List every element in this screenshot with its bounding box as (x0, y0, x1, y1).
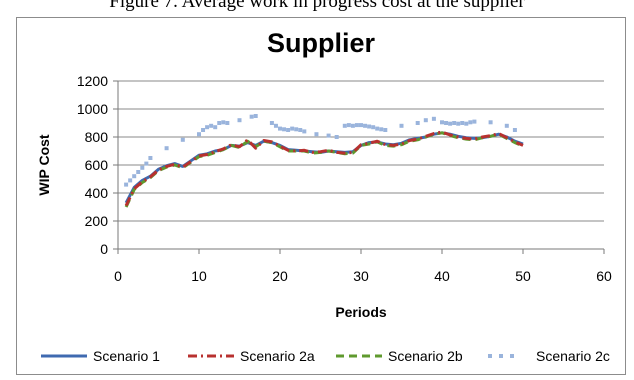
data-point (128, 178, 133, 183)
series-scenario-2b (124, 131, 524, 208)
data-point (140, 165, 145, 170)
x-tick-label: 20 (272, 268, 288, 284)
data-point (472, 119, 477, 124)
data-point (278, 126, 282, 131)
y-tick-label: 1200 (77, 73, 108, 89)
legend-swatch (499, 354, 503, 358)
legend-swatch (510, 354, 514, 358)
data-point (444, 121, 449, 125)
data-point (440, 120, 444, 125)
data-point (273, 123, 278, 128)
x-tick-labels: 0 10 20 30 40 50 60 (114, 268, 612, 284)
legend-swatch (488, 354, 492, 358)
data-point (488, 120, 493, 125)
data-point (460, 121, 465, 125)
data-point (326, 133, 331, 138)
y-tick-label: 0 (100, 241, 108, 257)
data-point (363, 123, 368, 128)
data-point (144, 161, 149, 166)
y-tick-label: 600 (85, 157, 109, 173)
data-point (237, 118, 242, 123)
data-point (379, 127, 384, 132)
data-point (346, 123, 351, 128)
data-point (367, 124, 372, 129)
series-scenario-1 (124, 131, 524, 204)
data-point (294, 127, 299, 132)
data-point (383, 128, 388, 132)
data-point (148, 156, 153, 160)
data-point (350, 123, 355, 128)
x-tick-label: 50 (515, 268, 531, 284)
data-point (504, 123, 509, 128)
data-point (375, 126, 380, 131)
x-tick-label: 0 (114, 268, 122, 284)
x-tick-label: 60 (596, 268, 612, 284)
data-point (197, 132, 201, 137)
axes (113, 80, 605, 254)
data-point (399, 123, 404, 128)
data-point (512, 128, 517, 132)
figure-caption: Figure 7. Average work in progress cost … (109, 0, 525, 12)
data-point (452, 121, 457, 125)
data-point (286, 128, 291, 132)
data-point (249, 114, 254, 119)
data-point (371, 125, 376, 130)
chart-title: Supplier (267, 28, 376, 58)
data-point (282, 127, 287, 132)
legend-label: Scenario 2a (240, 348, 315, 364)
data-point (225, 121, 230, 125)
data-point (217, 121, 222, 125)
data-point (359, 123, 363, 128)
legend-item: Scenario 2c (488, 348, 610, 364)
y-tick-label: 800 (85, 129, 109, 145)
data-point (253, 114, 258, 118)
x-tick-label: 10 (191, 268, 207, 284)
data-point (468, 120, 473, 125)
data-point (269, 121, 274, 125)
data-point (302, 129, 307, 134)
legend-item: Scenario 2b (336, 348, 463, 364)
x-tick-label: 40 (434, 268, 450, 284)
data-point (354, 123, 359, 128)
data-point (415, 121, 420, 125)
data-point (456, 121, 461, 126)
data-point (431, 116, 436, 121)
data-point (342, 123, 347, 128)
data-point (213, 125, 218, 130)
gridlines (118, 80, 604, 222)
data-point (334, 135, 339, 139)
y-tick-label: 200 (85, 213, 109, 229)
y-tick-label: 400 (85, 185, 109, 201)
series-lines (124, 114, 524, 208)
y-tick-label: 1000 (77, 101, 108, 117)
legend-item: Scenario 2a (188, 348, 315, 364)
data-point (464, 121, 469, 126)
legend-label: Scenario 2b (388, 348, 463, 364)
data-point (448, 121, 453, 126)
data-point (314, 132, 319, 137)
data-point (423, 118, 428, 123)
series-scenario-2a (124, 130, 524, 207)
data-point (205, 125, 210, 130)
data-point (124, 182, 129, 187)
data-point (132, 174, 137, 179)
y-tick-labels: 0 200 400 600 800 1000 1200 (77, 73, 108, 257)
legend: Scenario 1 Scenario 2a Scenario 2b Scenario… (41, 348, 610, 364)
y-axis-label: WIP Cost (36, 134, 52, 196)
series-scenario-2c (124, 114, 517, 187)
x-axis-label: Periods (335, 304, 387, 320)
data-point (136, 170, 141, 174)
data-point (221, 120, 226, 125)
data-point (209, 123, 214, 128)
data-point (164, 146, 169, 151)
legend-label: Scenario 1 (93, 348, 160, 364)
data-point (180, 137, 185, 142)
data-point (201, 128, 206, 132)
legend-item: Scenario 1 (41, 348, 160, 364)
data-point (290, 126, 295, 131)
data-point (298, 128, 303, 132)
x-tick-label: 30 (353, 268, 369, 284)
legend-label: Scenario 2c (536, 348, 610, 364)
